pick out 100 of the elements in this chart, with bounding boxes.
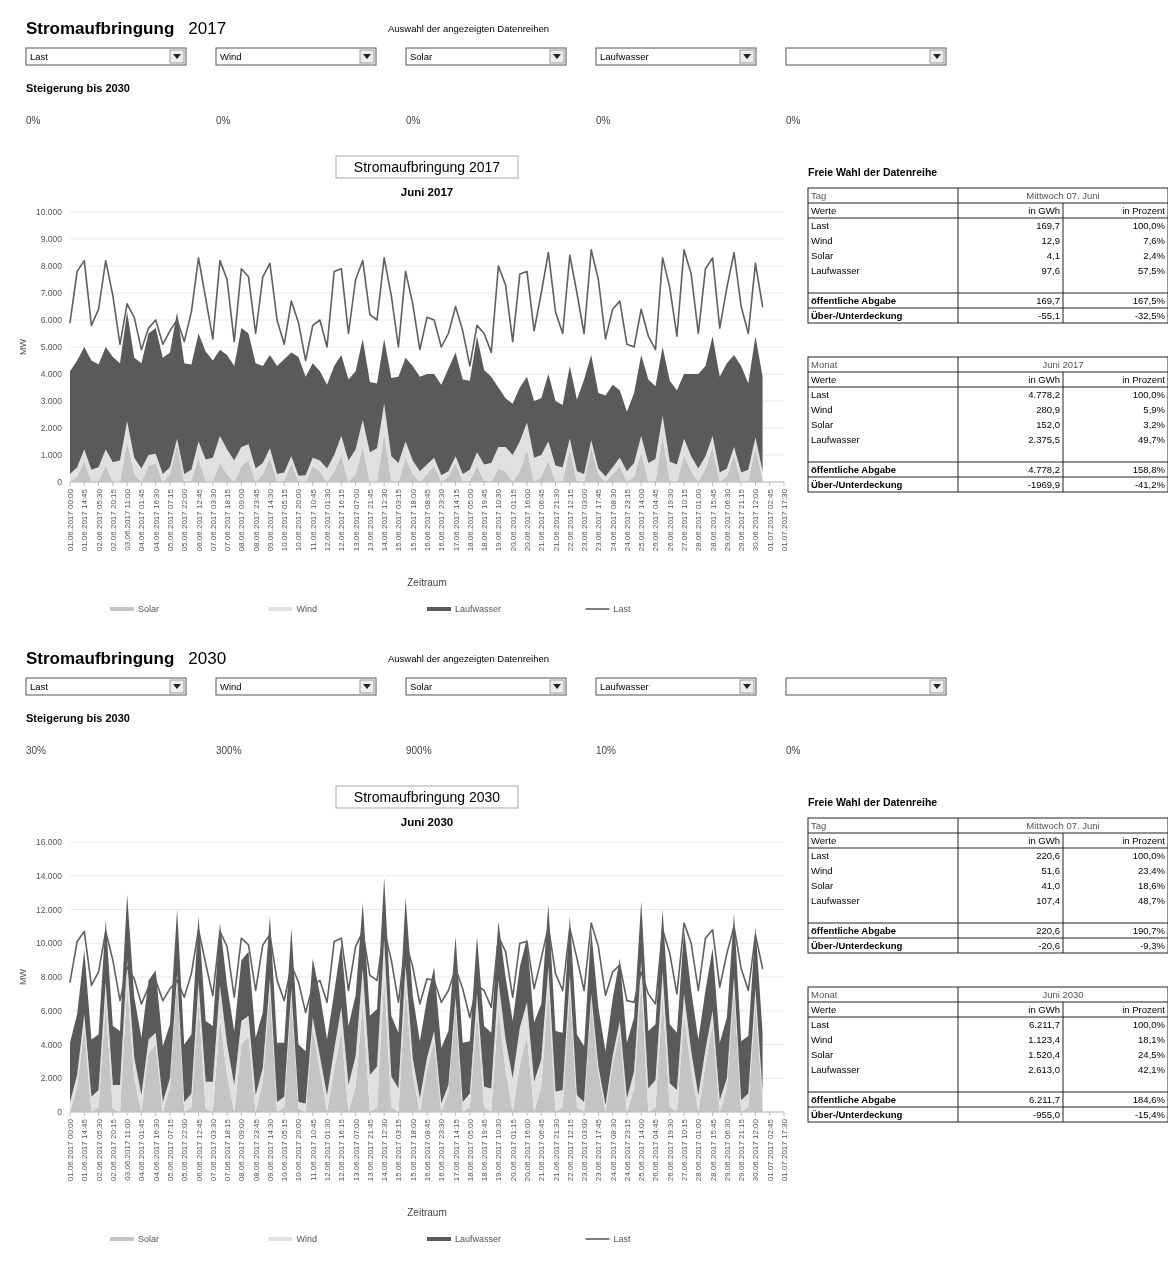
category-label: Über-/Unterdeckung bbox=[811, 310, 903, 321]
text: 900% bbox=[406, 745, 432, 756]
x-tick-label: 11.06.2017 10:45 bbox=[308, 488, 318, 551]
category-label: Über-/Unterdeckung bbox=[811, 1109, 903, 1120]
text: Mittwoch 07. Juni bbox=[1026, 820, 1100, 831]
category-label: Solar bbox=[811, 419, 834, 430]
x-tick-label: 03.06.2017 11:00 bbox=[123, 1118, 133, 1181]
x-tick-label: 30.06.2017 12:00 bbox=[751, 1118, 761, 1182]
x-tick-label: 04.06.2017 16:30 bbox=[151, 1118, 161, 1182]
x-tick-label: 20.06.2017 01:15 bbox=[508, 1118, 518, 1182]
category-label: Solar bbox=[811, 880, 834, 891]
x-tick-label: 12.06.2017 16:15 bbox=[337, 1118, 347, 1182]
data-label: 18,6% bbox=[1138, 880, 1166, 891]
category-label: Laufwasser bbox=[600, 681, 649, 692]
data-label: 190,7% bbox=[1132, 925, 1166, 936]
category-label: Last bbox=[811, 850, 830, 861]
x-tick-label: 28.06.2017 01:00 bbox=[694, 1118, 704, 1182]
text: in Prozent bbox=[1122, 205, 1166, 216]
x-tick-label: 20.06.2017 16:00 bbox=[522, 1118, 532, 1182]
x-tick-label: 14.06.2017 12:30 bbox=[380, 488, 390, 552]
data-label: 3,2% bbox=[1143, 419, 1166, 430]
x-tick-label: 06.06.2017 12:45 bbox=[194, 1118, 204, 1182]
x-tick-label: 30.06.2017 12:00 bbox=[751, 488, 761, 552]
y-tick-label: 6.000 bbox=[40, 1005, 63, 1016]
x-tick-label: 05.06.2017 07:15 bbox=[165, 1118, 175, 1182]
series-label: in GWh bbox=[1028, 374, 1060, 385]
text: 0% bbox=[216, 115, 231, 126]
y-tick-label: 8.000 bbox=[40, 972, 63, 982]
data-label: 6.211,7 bbox=[1029, 1019, 1060, 1030]
legend-label: Laufwasser bbox=[455, 1234, 502, 1244]
x-tick-label: 21.06.2017 21:30 bbox=[551, 488, 561, 552]
x-tick-label: 25.06.2017 14:00 bbox=[637, 1118, 647, 1182]
x-tick-label: 08.06.2017 23:45 bbox=[251, 488, 261, 552]
category-label: Last bbox=[30, 51, 49, 62]
y-tick-label: 16.000 bbox=[36, 837, 63, 847]
x-tick-label: 04.06.2017 01:45 bbox=[137, 488, 147, 552]
data-label: -1969,9 bbox=[1027, 479, 1060, 490]
x-tick-label: 18.06.2017 05:00 bbox=[465, 1118, 475, 1182]
x-tick-label: 07.06.2017 18:15 bbox=[223, 488, 233, 552]
data-label: 184,6% bbox=[1132, 1094, 1166, 1105]
x-tick-label: 06.06.2017 12:45 bbox=[194, 488, 204, 552]
x-tick-label: 18.06.2017 19:45 bbox=[480, 1118, 490, 1182]
text: Monat bbox=[811, 989, 838, 1000]
x-tick-label: 05.06.2017 22:00 bbox=[180, 1118, 190, 1182]
y-tick-label: 14.000 bbox=[36, 870, 63, 881]
x-tick-label: 01.07.2017 17:30 bbox=[780, 488, 789, 552]
y-tick-label: 6.000 bbox=[40, 315, 63, 325]
category-label: Laufwasser bbox=[811, 434, 860, 445]
data-label: 12,9 bbox=[1041, 235, 1060, 246]
text: Werte bbox=[811, 1004, 837, 1015]
x-tick-label: 22.06.2017 12:15 bbox=[565, 1118, 575, 1182]
data-label: 152,0 bbox=[1036, 419, 1060, 430]
text: 2030 bbox=[188, 649, 227, 668]
x-tick-label: 28.06.2017 15:45 bbox=[708, 1118, 718, 1182]
y-tick-label: 4.000 bbox=[40, 369, 63, 379]
x-tick-label: 29.06.2017 21:15 bbox=[737, 488, 747, 552]
legend-label: Wind bbox=[296, 604, 318, 614]
data-label: 57,5% bbox=[1138, 265, 1166, 276]
y-tick-label: 10.000 bbox=[36, 207, 63, 217]
data-label: 6.211,7 bbox=[1029, 1094, 1060, 1105]
data-label: 167,5% bbox=[1132, 295, 1166, 306]
x-tick-label: 26.06.2017 04:45 bbox=[651, 1118, 661, 1182]
category-label: öffentliche Abgabe bbox=[811, 464, 897, 475]
x-tick-label: 28.06.2017 01:00 bbox=[694, 488, 704, 552]
x-tick-label: 07.06.2017 03:30 bbox=[208, 488, 218, 552]
text: Werte bbox=[811, 205, 837, 216]
x-tick-label: 05.06.2017 22:00 bbox=[180, 488, 190, 552]
data-label: 280,9 bbox=[1036, 404, 1060, 415]
text: Steigerung bis 2030 bbox=[26, 82, 130, 94]
x-tick-label: 15.06.2017 18:00 bbox=[408, 488, 418, 552]
x-tick-label: 09.06.2017 14:30 bbox=[265, 1118, 275, 1182]
data-label: 100,0% bbox=[1132, 850, 1166, 861]
x-tick-label: 08.06.2017 23:45 bbox=[251, 1118, 261, 1182]
x-tick-label: 09.06.2017 14:30 bbox=[265, 488, 275, 552]
x-tick-label: 13.06.2017 21:45 bbox=[365, 1118, 375, 1182]
x-tick-label: 05.06.2017 07:15 bbox=[165, 488, 175, 552]
category-label: öffentliche Abgabe bbox=[811, 1094, 897, 1105]
text: 0% bbox=[596, 115, 611, 126]
x-tick-label: 24.06.2017 23:15 bbox=[622, 488, 632, 552]
x-tick-label: 02.06.2017 20:15 bbox=[108, 488, 118, 552]
chart-title: Stromaufbringung 2017 bbox=[353, 159, 501, 175]
data-label: 41,0 bbox=[1041, 880, 1060, 891]
x-tick-label: 25.06.2017 14:00 bbox=[637, 488, 647, 552]
text: in Prozent bbox=[1122, 835, 1166, 846]
y-tick-label: 5.000 bbox=[40, 342, 63, 352]
x-tick-label: 11.06.2017 10:45 bbox=[308, 1118, 318, 1181]
x-tick-label: 13.06.2017 07:00 bbox=[351, 488, 361, 552]
x-tick-label: 16.06.2017 23:30 bbox=[437, 488, 447, 552]
text: Juni 2030 bbox=[1042, 989, 1084, 1000]
category-label: Wind bbox=[220, 51, 242, 62]
legend-label: Wind bbox=[296, 1234, 318, 1244]
legend-label: Last bbox=[613, 604, 632, 614]
data-label: 107,4 bbox=[1036, 895, 1060, 906]
text: 0% bbox=[406, 115, 421, 126]
data-label: 97,6 bbox=[1041, 265, 1060, 276]
y-tick-label: 0 bbox=[57, 1107, 63, 1117]
data-label: -55,1 bbox=[1038, 310, 1060, 321]
data-label: 18,1% bbox=[1138, 1034, 1166, 1045]
x-axis-title: Zeitraum bbox=[407, 1207, 447, 1218]
y-tick-label: 10.000 bbox=[36, 938, 63, 949]
